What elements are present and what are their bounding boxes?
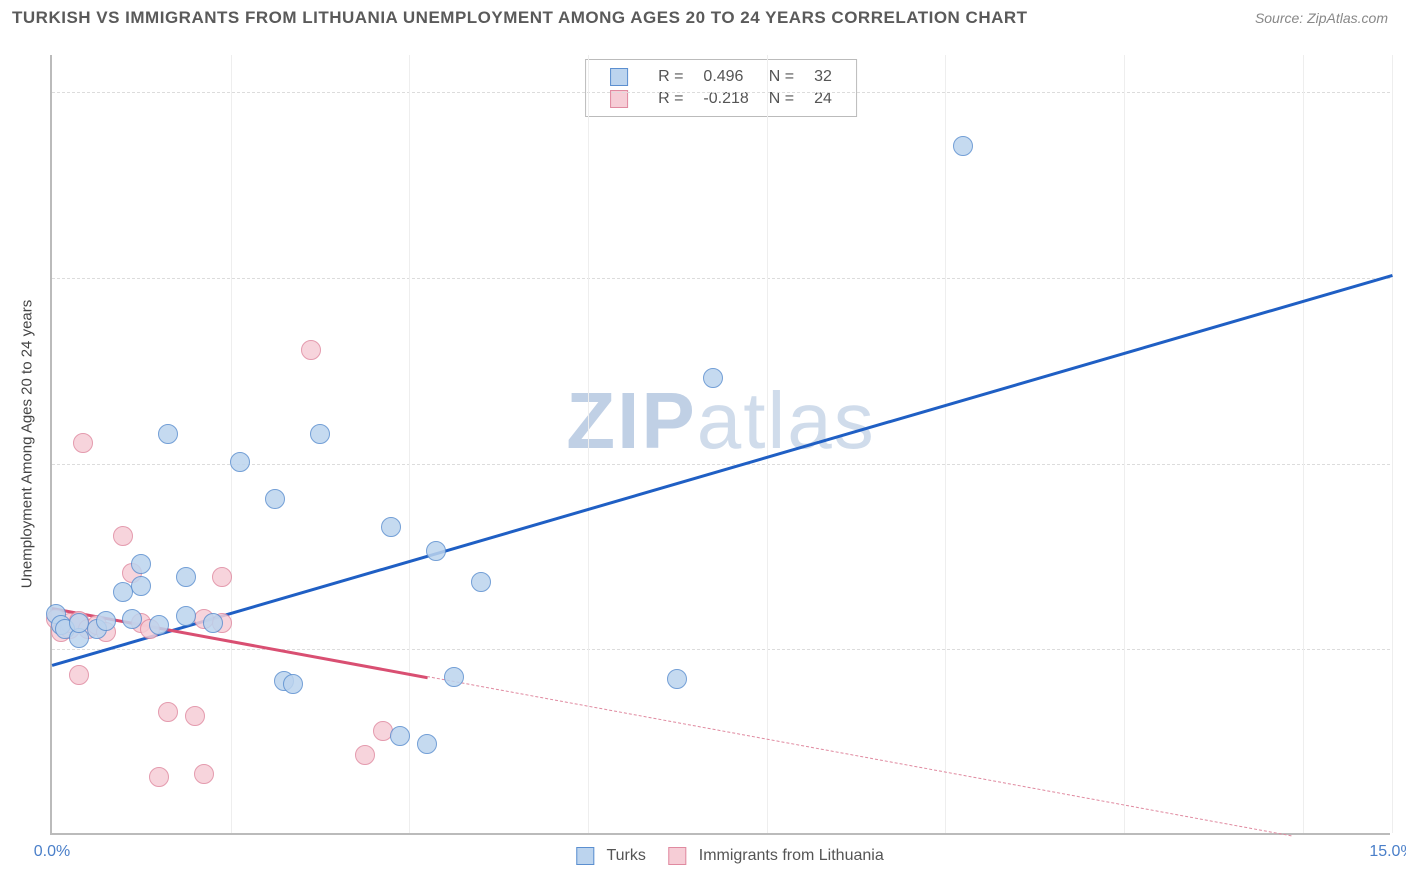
swatch-turks xyxy=(610,68,628,86)
trend-line xyxy=(427,676,1291,836)
chart-title: TURKISH VS IMMIGRANTS FROM LITHUANIA UNE… xyxy=(12,8,1028,28)
watermark-text: ZIPatlas xyxy=(566,375,875,467)
data-point-turks xyxy=(122,609,142,629)
r-value-turks: 0.496 xyxy=(693,66,758,88)
gridline-vertical xyxy=(231,55,232,833)
data-point-turks xyxy=(417,734,437,754)
data-point-lithuania xyxy=(149,767,169,787)
data-point-turks xyxy=(131,576,151,596)
correlation-legend: R = 0.496 N = 32 R = -0.218 N = 24 xyxy=(585,59,857,117)
gridline-vertical xyxy=(409,55,410,833)
data-point-lithuania xyxy=(113,526,133,546)
gridline-vertical xyxy=(588,55,589,833)
data-point-lithuania xyxy=(212,567,232,587)
data-point-turks xyxy=(426,541,446,561)
data-point-lithuania xyxy=(355,745,375,765)
gridline-vertical xyxy=(1392,55,1393,833)
source-attribution: Source: ZipAtlas.com xyxy=(1255,10,1388,26)
series-legend: Turks Immigrants from Lithuania xyxy=(558,847,883,865)
y-tick-label: 20.0% xyxy=(1395,455,1406,473)
y-tick-label: 10.0% xyxy=(1395,640,1406,658)
data-point-lithuania xyxy=(69,665,89,685)
n-value-turks: 32 xyxy=(804,66,842,88)
data-point-turks xyxy=(158,424,178,444)
data-point-turks xyxy=(381,517,401,537)
data-point-turks xyxy=(953,136,973,156)
data-point-turks xyxy=(310,424,330,444)
r-label: R = xyxy=(648,66,693,88)
data-point-turks xyxy=(265,489,285,509)
x-tick-label: 0.0% xyxy=(34,843,70,861)
data-point-turks xyxy=(471,572,491,592)
y-axis-title: Unemployment Among Ages 20 to 24 years xyxy=(19,300,36,589)
data-point-turks xyxy=(203,613,223,633)
gridline-horizontal xyxy=(52,649,1390,650)
y-tick-label: 40.0% xyxy=(1395,83,1406,101)
gridline-vertical xyxy=(1124,55,1125,833)
data-point-turks xyxy=(703,368,723,388)
swatch-lithuania-bottom xyxy=(668,847,686,865)
legend-row-turks: R = 0.496 N = 32 xyxy=(600,66,842,88)
x-tick-label: 15.0% xyxy=(1369,843,1406,861)
data-point-turks xyxy=(176,606,196,626)
data-point-turks xyxy=(149,615,169,635)
data-point-turks xyxy=(96,611,116,631)
n-label: N = xyxy=(759,66,804,88)
data-point-turks xyxy=(176,567,196,587)
data-point-turks xyxy=(667,669,687,689)
swatch-turks-bottom xyxy=(576,847,594,865)
series-label-turks: Turks xyxy=(606,847,645,864)
data-point-turks xyxy=(444,667,464,687)
data-point-lithuania xyxy=(73,433,93,453)
data-point-lithuania xyxy=(185,706,205,726)
data-point-lithuania xyxy=(301,340,321,360)
gridline-horizontal xyxy=(52,464,1390,465)
data-point-turks xyxy=(390,726,410,746)
gridline-vertical xyxy=(945,55,946,833)
gridline-vertical xyxy=(767,55,768,833)
gridline-horizontal xyxy=(52,92,1390,93)
watermark-bold: ZIP xyxy=(566,376,696,465)
gridline-vertical xyxy=(1303,55,1304,833)
data-point-turks xyxy=(230,452,250,472)
data-point-lithuania xyxy=(158,702,178,722)
trend-line xyxy=(52,274,1393,666)
y-tick-label: 30.0% xyxy=(1395,269,1406,287)
data-point-lithuania xyxy=(194,764,214,784)
chart-header: TURKISH VS IMMIGRANTS FROM LITHUANIA UNE… xyxy=(0,0,1406,36)
series-label-lithuania: Immigrants from Lithuania xyxy=(699,847,884,864)
data-point-turks xyxy=(131,554,151,574)
plot-area: ZIPatlas Unemployment Among Ages 20 to 2… xyxy=(50,55,1390,835)
data-point-turks xyxy=(283,674,303,694)
gridline-horizontal xyxy=(52,278,1390,279)
